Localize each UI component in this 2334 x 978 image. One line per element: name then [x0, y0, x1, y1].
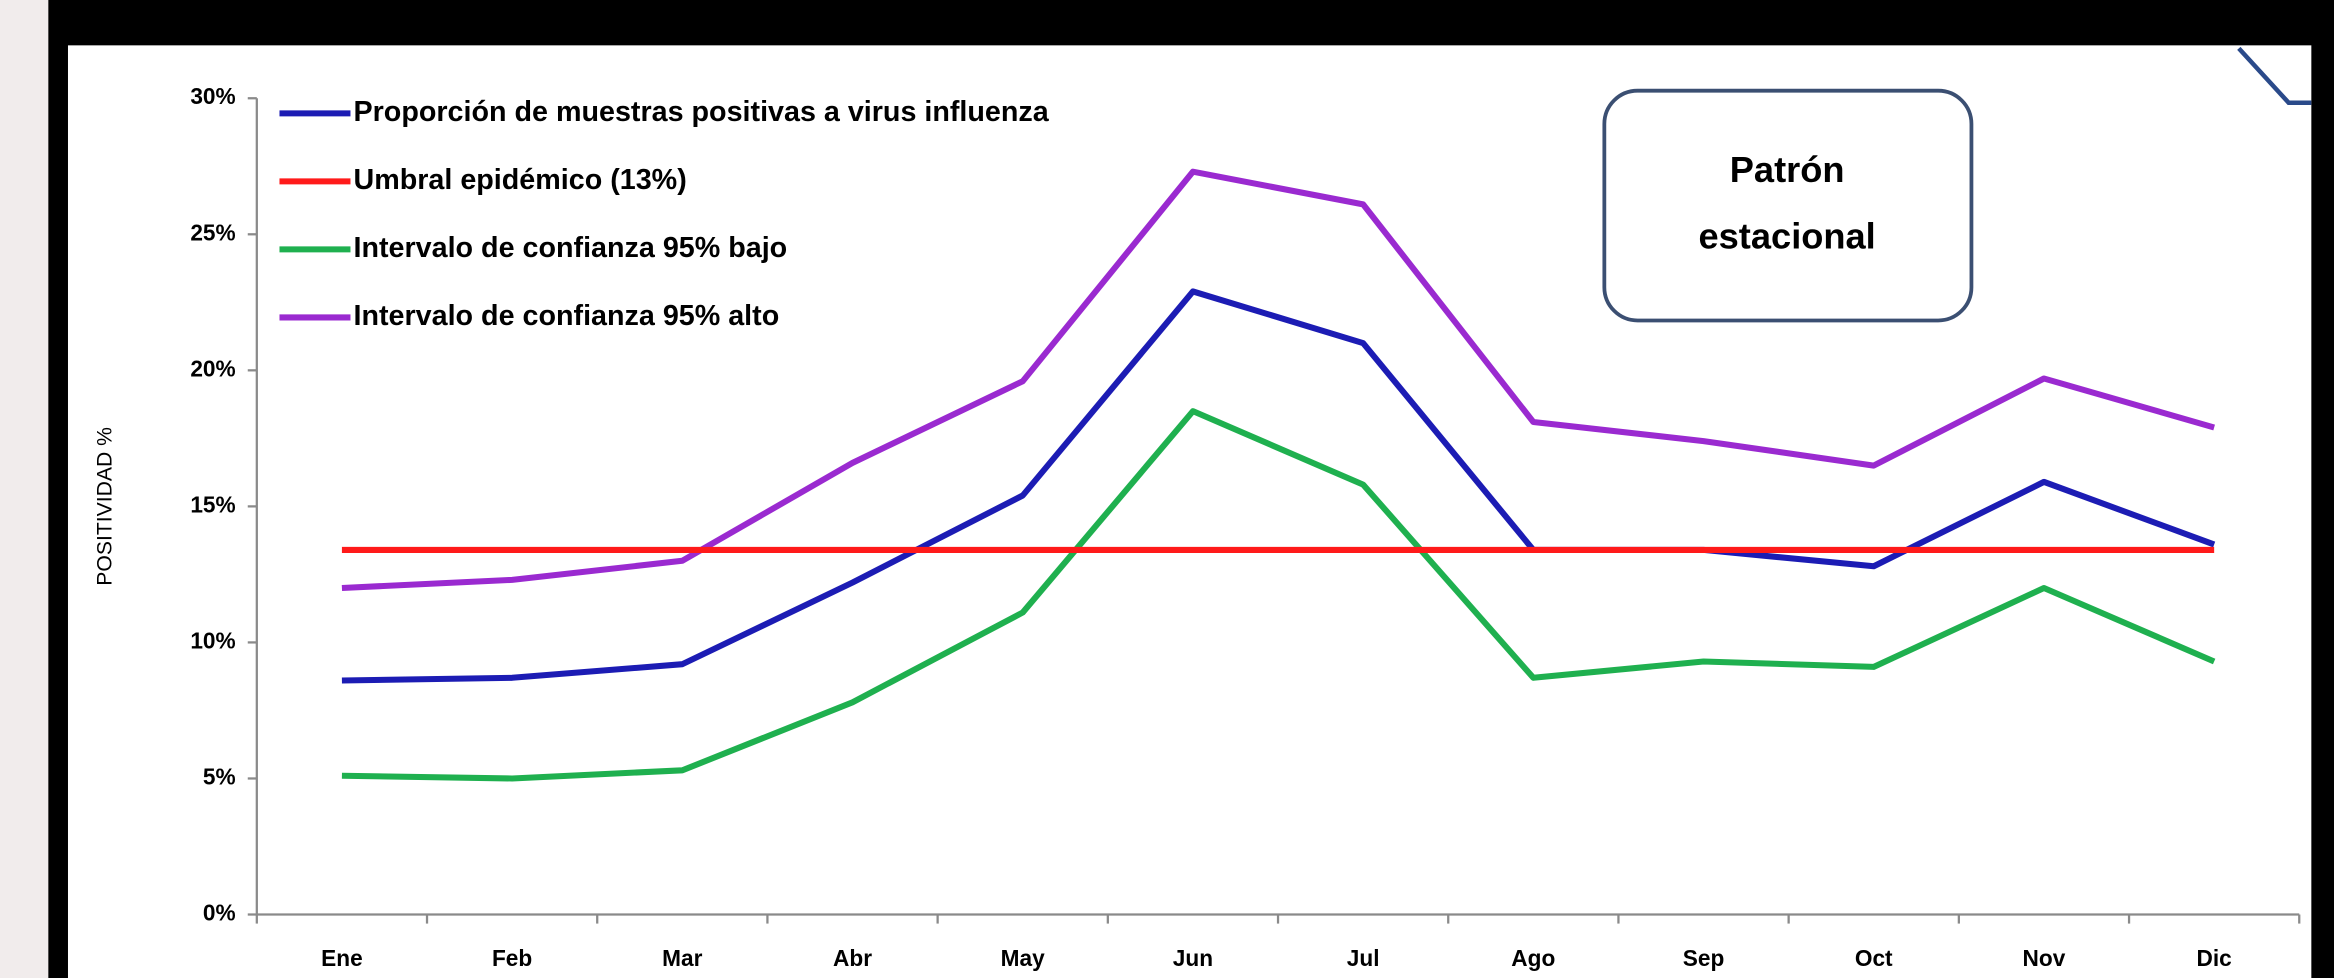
x-tick-label: Mar — [662, 945, 702, 971]
x-tick-label: Jul — [1347, 945, 1380, 971]
y-tick-label: 10% — [190, 627, 235, 653]
y-tick-label: 5% — [203, 763, 236, 789]
corner-decoration — [2237, 46, 2312, 106]
x-tick-label: Oct — [1855, 945, 1893, 971]
annotation-line: Patrón — [1730, 149, 1845, 190]
x-tick-label: Jun — [1173, 945, 1213, 971]
x-tick-label: Nov — [2023, 945, 2066, 971]
series-line — [341, 408, 2216, 782]
legend-label: Intervalo de confianza 95% bajo — [353, 232, 787, 264]
legend-label: Intervalo de confianza 95% alto — [353, 300, 779, 332]
y-tick-label: 30% — [190, 83, 235, 109]
x-tick-label: May — [1001, 945, 1045, 971]
legend-label: Proporción de muestras positivas a virus… — [353, 96, 1049, 128]
legend-label: Umbral epidémico (13%) — [353, 164, 686, 196]
x-tick-label: Ago — [1511, 945, 1555, 971]
x-tick-label: Sep — [1683, 945, 1725, 971]
annotation-box — [1602, 88, 1974, 323]
x-tick-label: Feb — [492, 945, 532, 971]
y-axis-label: POSITIVIDAD % — [93, 427, 116, 586]
y-tick-label: 20% — [190, 355, 235, 381]
y-tick-label: 15% — [190, 491, 235, 517]
y-tick-label: 25% — [190, 219, 235, 245]
x-tick-label: Ene — [321, 945, 363, 971]
y-tick-label: 0% — [203, 899, 236, 925]
annotation-line: estacional — [1699, 215, 1876, 256]
series-line — [341, 168, 2215, 592]
x-tick-label: Abr — [833, 945, 872, 971]
x-tick-label: Dic — [2197, 945, 2232, 971]
